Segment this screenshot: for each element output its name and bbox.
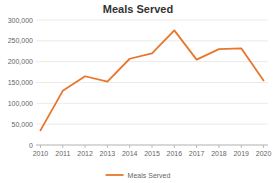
x-tick-label: 2013 (100, 150, 116, 157)
grid-line (36, 40, 268, 41)
x-tick (129, 145, 130, 148)
x-tick-label: 2019 (233, 150, 249, 157)
grid-line (36, 61, 268, 62)
y-tick-label: 50,000 (12, 121, 34, 128)
y-tick-label: 200,000 (8, 58, 33, 65)
x-tick-label: 2012 (77, 150, 93, 157)
x-tick (85, 145, 86, 148)
x-tick (62, 145, 63, 148)
y-axis: 0 50,000 100,000 150,000 200,000 250,000 300,0… (8, 17, 268, 149)
y-tick-label: 250,000 (8, 37, 33, 44)
y-tick-label: 100,000 (8, 100, 33, 107)
x-tick-label: 2016 (167, 150, 183, 157)
plot-area (40, 30, 263, 130)
legend-swatch (106, 174, 124, 176)
x-tick (218, 145, 219, 148)
x-tick (196, 145, 197, 148)
x-tick-label: 2018 (211, 150, 227, 157)
x-tick-label: 2014 (122, 150, 138, 157)
line (40, 30, 263, 130)
title: Meals Served (103, 3, 173, 15)
chart: Meals Served 0 50,000 100,000 150,000 200,000… (0, 0, 276, 183)
x-tick-label: 2011 (55, 150, 70, 157)
x-tick (152, 145, 153, 148)
x-tick-label: 2010 (33, 150, 49, 157)
grid-line (36, 103, 268, 104)
x-tick (107, 145, 108, 148)
x-tick (241, 145, 242, 148)
x-tick (40, 145, 41, 148)
x-tick-label: 2017 (189, 150, 205, 157)
x-tick (174, 145, 175, 148)
y-tick-label: 150,000 (8, 79, 33, 86)
grid-line (36, 20, 268, 21)
grid-line (36, 124, 268, 125)
grid-line (36, 82, 268, 83)
y-tick-label: 0 (29, 142, 33, 149)
legend-label: Meals Served (128, 172, 171, 179)
x-tick-label: 2015 (144, 150, 160, 157)
legend: Meals Served (106, 172, 171, 179)
x-tick (263, 145, 264, 148)
x-axis: 2010 2011 2012 2013 2014 2015 2016 2017 2018 2019… (33, 145, 272, 157)
x-tick-label: 2020 (256, 150, 272, 157)
y-tick-label: 300,000 (8, 17, 33, 24)
